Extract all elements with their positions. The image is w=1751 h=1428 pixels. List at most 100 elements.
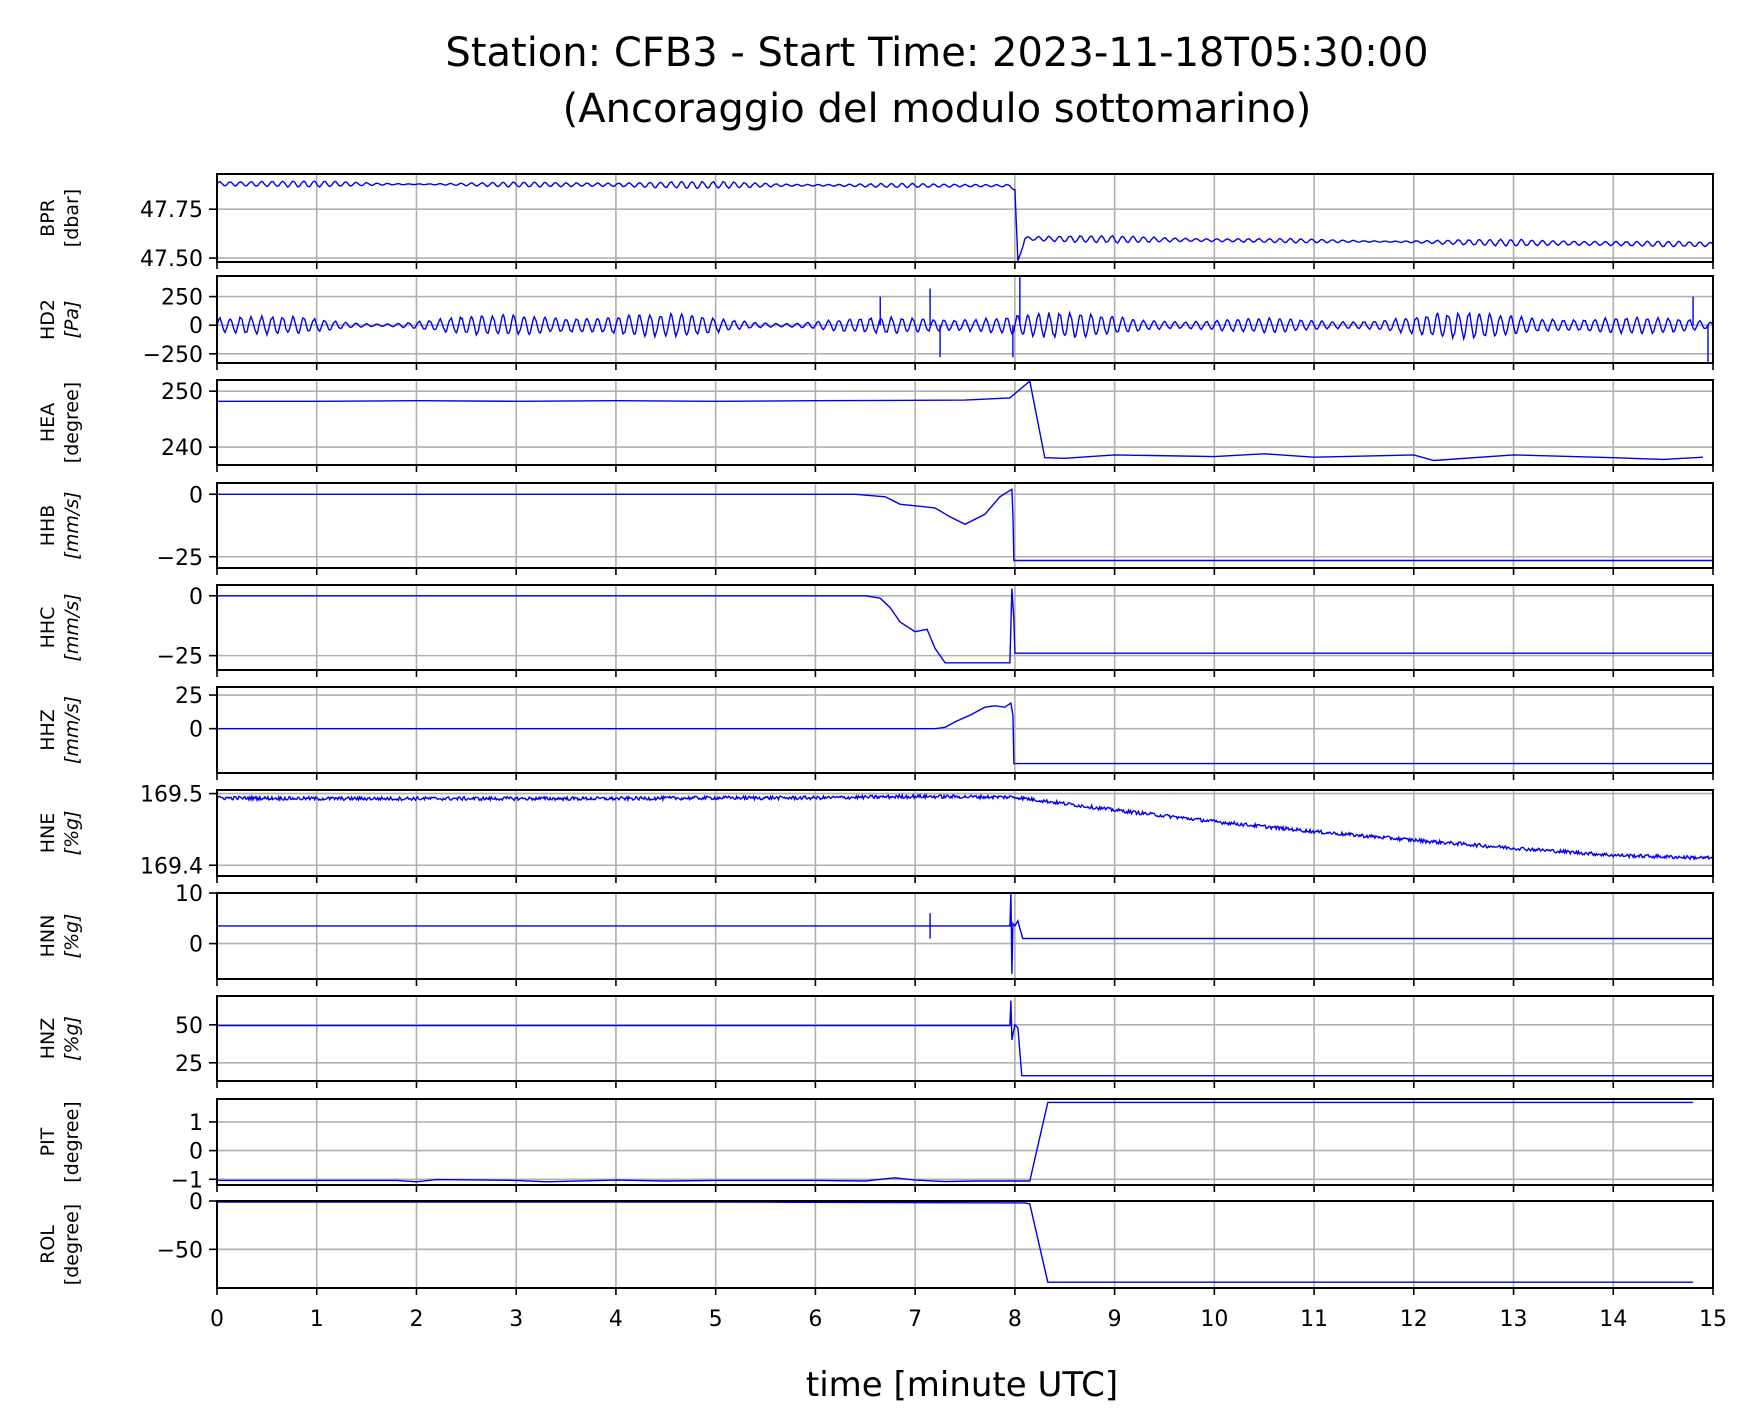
series-line-hea bbox=[217, 380, 1704, 462]
y-label-unit-hhc: [mm/s] bbox=[61, 593, 83, 661]
y-tick-label-hnz: 25 bbox=[175, 1052, 203, 1077]
panel-rol: −50 0 ROL [degree] bbox=[37, 1190, 1714, 1295]
y-label-channel-hnz: HNZ bbox=[37, 1018, 59, 1060]
x-tick-label: 4 bbox=[609, 1307, 623, 1332]
panel-frame bbox=[216, 995, 1714, 1082]
x-tick-label: 0 bbox=[210, 1307, 224, 1332]
panel-hnn: 0 10 HNN [%g] bbox=[37, 882, 1714, 986]
series-line-bpr bbox=[217, 180, 1713, 262]
y-tick-label-rol: 0 bbox=[189, 1190, 203, 1215]
x-tick-label: 15 bbox=[1699, 1307, 1727, 1332]
x-tick-label: 5 bbox=[709, 1307, 723, 1332]
y-label-unit-hne: [%g] bbox=[61, 811, 83, 856]
y-tick-label-hhz: 25 bbox=[175, 684, 203, 709]
series-line-hhz bbox=[217, 701, 1713, 765]
series-line-hnn bbox=[217, 893, 1713, 974]
panel-frame bbox=[216, 584, 1714, 671]
y-label-channel-rol: ROL bbox=[37, 1225, 59, 1264]
y-tick-label-hhc: 0 bbox=[189, 585, 203, 610]
y-tick-label-hhb: −25 bbox=[157, 546, 203, 571]
x-tick-label: 1 bbox=[310, 1307, 324, 1332]
y-label-unit-hea: [degree] bbox=[61, 382, 83, 463]
x-tick-label: 12 bbox=[1400, 1307, 1428, 1332]
y-tick-label-hnn: 0 bbox=[189, 933, 203, 958]
y-tick-label-hnn: 10 bbox=[175, 882, 203, 907]
y-label-unit-pit: [degree] bbox=[61, 1101, 83, 1182]
x-axis-label: time [minute UTC] bbox=[806, 1365, 1118, 1405]
x-tick-label: 11 bbox=[1300, 1307, 1328, 1332]
series-line-hhb bbox=[217, 488, 1713, 562]
y-tick-label-hhz: 0 bbox=[189, 718, 203, 743]
y-label-unit-bpr: [dbar] bbox=[61, 189, 83, 247]
y-tick-label-hd2: 250 bbox=[161, 286, 203, 311]
series-line-hd2 bbox=[217, 310, 1713, 342]
y-tick-label-pit: −1 bbox=[171, 1168, 203, 1193]
panel-frame bbox=[216, 892, 1714, 980]
y-tick-label-hne: 169.5 bbox=[140, 783, 203, 808]
y-label-channel-hne: HNE bbox=[37, 813, 59, 854]
x-tick-label: 8 bbox=[1008, 1307, 1022, 1332]
y-label-channel-hhz: HHZ bbox=[37, 709, 59, 751]
x-tick-label: 2 bbox=[409, 1307, 423, 1332]
y-tick-label-hnz: 50 bbox=[175, 1014, 203, 1039]
y-tick-label-hd2: 0 bbox=[189, 314, 203, 339]
x-tick-label: 14 bbox=[1599, 1307, 1627, 1332]
panel-frame bbox=[216, 379, 1714, 466]
y-tick-label-bpr: 47.75 bbox=[140, 198, 203, 223]
y-tick-label-bpr: 47.50 bbox=[140, 247, 203, 272]
y-label-channel-pit: PIT bbox=[37, 1127, 59, 1156]
panel-frame bbox=[216, 275, 1714, 364]
x-tick-label: 6 bbox=[808, 1307, 822, 1332]
series-line-hne bbox=[217, 792, 1713, 861]
panel-frame bbox=[216, 1098, 1714, 1186]
series-line-rol bbox=[217, 1201, 1694, 1283]
y-label-unit-hhb: [mm/s] bbox=[61, 491, 83, 559]
panel-bpr: 47.50 47.75 BPR [dbar] bbox=[37, 173, 1714, 272]
chart-title-line1: Station: CFB3 - Start Time: 2023-11-18T0… bbox=[445, 30, 1428, 76]
y-label-unit-hnn: [%g] bbox=[61, 914, 83, 959]
y-label-unit-hnz: [%g] bbox=[61, 1016, 83, 1061]
y-label-channel-hd2: HD2 bbox=[37, 299, 59, 340]
x-tick-label: 7 bbox=[908, 1307, 922, 1332]
x-tick-label: 9 bbox=[1108, 1307, 1122, 1332]
panel-frame bbox=[216, 789, 1714, 877]
y-label-unit-rol: [degree] bbox=[61, 1204, 83, 1285]
panel-frame bbox=[216, 1200, 1714, 1289]
y-label-channel-hea: HEA bbox=[37, 403, 59, 442]
panel-pit: −1 0 1 PIT [degree] bbox=[37, 1098, 1714, 1193]
panel-hne: 169.4 169.5 HNE [%g] bbox=[37, 783, 1714, 883]
y-tick-label-pit: 1 bbox=[189, 1111, 203, 1136]
panel-hnz: 25 50 HNZ [%g] bbox=[37, 995, 1714, 1088]
chart-title-line2: (Ancoraggio del modulo sottomarino) bbox=[563, 86, 1312, 132]
y-label-channel-bpr: BPR bbox=[37, 199, 59, 237]
y-tick-label-rol: −50 bbox=[157, 1238, 203, 1263]
y-tick-label-hhc: −25 bbox=[157, 645, 203, 670]
y-tick-label-hne: 169.4 bbox=[140, 854, 203, 879]
panel-hd2: −250 0 250 HD2 [Pa] bbox=[37, 275, 1714, 370]
panel-hhb: −25 0 HHB [mm/s] bbox=[37, 482, 1714, 575]
x-tick-label: 13 bbox=[1500, 1307, 1528, 1332]
x-tick-label: 3 bbox=[509, 1307, 523, 1332]
y-tick-label-hea: 250 bbox=[161, 380, 203, 405]
series-line-hhc bbox=[217, 588, 1713, 664]
y-tick-label-pit: 0 bbox=[189, 1140, 203, 1165]
y-label-channel-hnn: HNN bbox=[37, 915, 59, 958]
y-tick-label-hd2: −250 bbox=[143, 343, 203, 368]
panel-frame bbox=[216, 482, 1714, 569]
series-line-pit bbox=[217, 1101, 1694, 1183]
panel-hea: 240 250 HEA [degree] bbox=[37, 379, 1714, 472]
x-tick-label: 10 bbox=[1200, 1307, 1228, 1332]
panel-hhc: −25 0 HHC [mm/s] bbox=[37, 584, 1714, 677]
panel-frame bbox=[216, 686, 1714, 774]
panel-frame bbox=[216, 173, 1714, 263]
y-label-unit-hd2: [Pa] bbox=[61, 301, 83, 339]
x-axis: 0 1 2 3 4 5 6 7 8 9 10 11 12 13 14 15 bbox=[210, 1307, 1727, 1332]
panel-hhz: 0 25 HHZ [mm/s] bbox=[37, 684, 1714, 780]
y-label-unit-hhz: [mm/s] bbox=[61, 696, 83, 764]
y-tick-label-hhb: 0 bbox=[189, 483, 203, 508]
series-line-hnz bbox=[217, 1000, 1713, 1077]
y-label-channel-hhc: HHC bbox=[37, 607, 59, 649]
y-label-channel-hhb: HHB bbox=[37, 505, 59, 547]
